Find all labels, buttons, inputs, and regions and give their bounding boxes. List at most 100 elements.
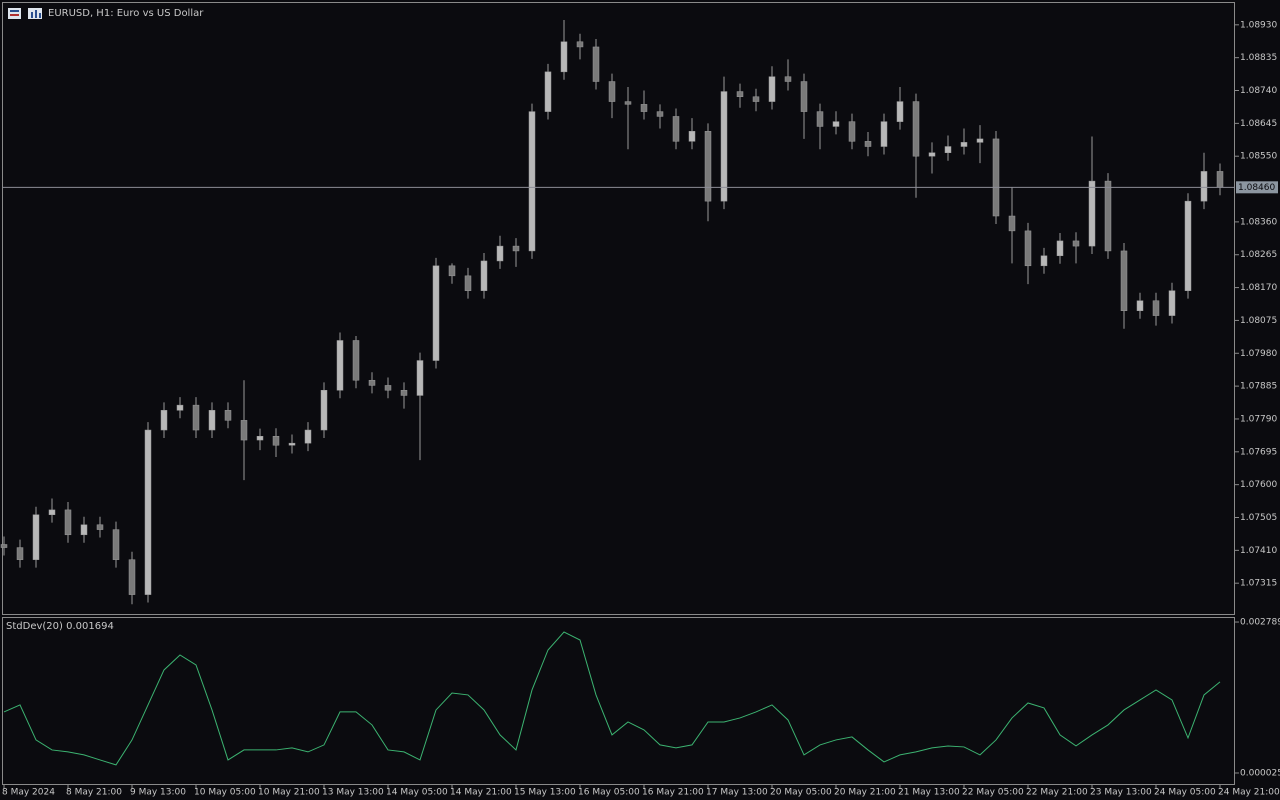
candle-body: [64, 509, 72, 536]
x-tick-label: 20 May 05:00: [770, 788, 832, 798]
candle-body: [480, 260, 488, 291]
candle-body: [1104, 180, 1112, 252]
candle-body: [320, 390, 328, 431]
candle-body: [400, 390, 408, 396]
icon-bar: [39, 13, 41, 18]
candle-body: [1152, 300, 1160, 316]
candle-body: [560, 41, 568, 73]
candle-body: [1088, 180, 1096, 247]
candle-body: [912, 101, 920, 157]
candle-body: [240, 420, 248, 441]
candle-body: [448, 265, 456, 277]
candle-body: [288, 442, 296, 446]
icon-line: [10, 14, 19, 16]
x-tick-label: 15 May 13:00: [514, 788, 576, 798]
candle-body: [1136, 300, 1144, 311]
candle-body: [512, 245, 520, 252]
y-tick-label: 1.08170: [1240, 283, 1277, 293]
y-tick-label: 1.07790: [1240, 414, 1277, 424]
indicator-title: StdDev(20) 0.001694: [6, 621, 114, 632]
candle-body: [928, 152, 936, 157]
candle-body: [144, 429, 152, 595]
candle-body: [720, 91, 728, 202]
candle-body: [816, 111, 824, 127]
candle-body: [208, 410, 216, 431]
candle-body: [736, 91, 744, 97]
candle-body: [416, 360, 424, 396]
y-tick-label: 1.08740: [1240, 86, 1277, 96]
x-tick-label: 16 May 05:00: [578, 788, 640, 798]
x-tick-label: 10 May 21:00: [258, 788, 320, 798]
candle-body: [1024, 230, 1032, 267]
candle-body: [496, 245, 504, 262]
candle-body: [880, 121, 888, 147]
candle-body: [688, 131, 696, 142]
candle-body: [800, 81, 808, 112]
candle-body: [768, 76, 776, 102]
y-tick-label: 1.07600: [1240, 480, 1277, 490]
y-tick-label: 1.08550: [1240, 152, 1277, 162]
candle-body: [992, 138, 1000, 217]
candle-body: [704, 131, 712, 202]
candle-body: [672, 116, 680, 142]
x-tick-label: 21 May 13:00: [898, 788, 960, 798]
y-tick-label: 1.07695: [1240, 447, 1277, 457]
y-tick-label: 0.002789: [1240, 618, 1280, 628]
candle-body: [16, 547, 24, 560]
candle-body: [864, 141, 872, 147]
candle-body: [32, 514, 40, 560]
candle-body: [1200, 171, 1208, 202]
candle-body: [176, 404, 184, 411]
candle-body: [352, 340, 360, 381]
y-tick-label: 0.000025: [1240, 768, 1280, 778]
candle-body: [1184, 200, 1192, 291]
y-tick-label: 1.07885: [1240, 382, 1277, 392]
candle-body: [112, 529, 120, 560]
candle-body: [464, 275, 472, 291]
x-tick-label: 9 May 13:00: [130, 788, 186, 798]
x-tick-label: 8 May 2024: [2, 788, 55, 798]
stddev-line: [3, 631, 1221, 766]
candle-body: [1056, 240, 1064, 257]
chart-icons[interactable]: [8, 8, 42, 19]
candle-body: [384, 385, 392, 391]
icon-table[interactable]: [8, 8, 21, 19]
x-tick-label: 16 May 21:00: [642, 788, 704, 798]
x-tick-label: 23 May 13:00: [1090, 788, 1152, 798]
candle-body: [368, 379, 376, 386]
candle-body: [896, 101, 904, 122]
candle-body: [624, 101, 632, 105]
x-tick-label: 13 May 13:00: [322, 788, 384, 798]
x-tick-label: 8 May 21:00: [66, 788, 122, 798]
x-tick-label: 22 May 21:00: [1026, 788, 1088, 798]
candle-body: [544, 71, 552, 112]
candle-body: [944, 146, 952, 153]
x-tick-label: 22 May 05:00: [962, 788, 1024, 798]
candle-body: [960, 142, 968, 147]
indicator-pane-border: [2, 617, 1235, 785]
current-price-box: [1236, 181, 1278, 194]
candle-body: [976, 138, 984, 143]
candle-body: [48, 509, 56, 515]
icon-line: [10, 10, 19, 12]
candle-body: [1168, 290, 1176, 316]
main-pane-border: [2, 2, 1235, 615]
candle-body: [1072, 240, 1080, 247]
chart-title: EURUSD, H1: Euro vs US Dollar: [48, 8, 204, 19]
x-tick-label: 24 May 21:00: [1218, 788, 1280, 798]
candle-body: [784, 76, 792, 82]
y-tick-label: 1.08265: [1240, 250, 1277, 260]
x-tick-label: 14 May 05:00: [386, 788, 448, 798]
y-tick-label: 1.08075: [1240, 316, 1277, 326]
candle-body: [160, 410, 168, 431]
x-tick-label: 20 May 21:00: [834, 788, 896, 798]
candle-body: [608, 81, 616, 102]
candle-body: [1216, 171, 1224, 188]
x-tick-label: 10 May 05:00: [194, 788, 256, 798]
x-tick-label: 14 May 21:00: [450, 788, 512, 798]
candle-body: [128, 559, 136, 595]
y-tick-label: 1.08930: [1240, 20, 1277, 30]
icon-bar: [31, 12, 33, 18]
